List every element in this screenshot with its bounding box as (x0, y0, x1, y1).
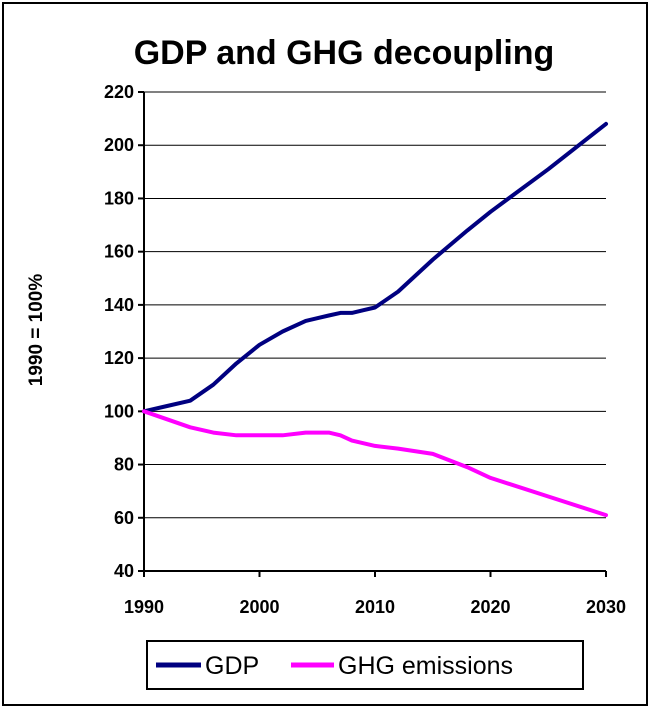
y-axis-ticks: 40 60 80 100 120 140 160 180 200 220 (104, 82, 144, 581)
y-tick-label-140: 140 (104, 295, 134, 315)
legend: GDP GHG emissions (146, 640, 584, 690)
y-tick-label-200: 200 (104, 135, 134, 155)
y-tick-label-40: 40 (114, 561, 134, 581)
x-tick-label-2030: 2030 (586, 597, 626, 617)
y-tick-label-220: 220 (104, 82, 134, 102)
legend-label-ghg-emissions: GHG emissions (338, 652, 513, 680)
chart-title: GDP and GHG decoupling (134, 34, 555, 72)
gridlines (144, 91, 606, 519)
x-tick-label-1990: 1990 (124, 597, 164, 617)
series-lines (142, 121, 608, 518)
legend-box (146, 640, 584, 690)
y-axis-label: 1990 = 100% (26, 274, 47, 387)
x-tick-label-2000: 2000 (239, 597, 279, 617)
y-tick-label-100: 100 (104, 401, 134, 421)
legend-label-gdp: GDP (205, 652, 259, 680)
line-chart: GDP and GHG decoupling 40 60 80 100 120 140 16… (26, 34, 626, 690)
y-tick-label-60: 60 (114, 508, 134, 528)
series-line-ghg-emissions (142, 409, 608, 518)
y-tick-label-180: 180 (104, 188, 134, 208)
y-tick-label-120: 120 (104, 348, 134, 368)
y-tick-label-160: 160 (104, 242, 134, 262)
x-tick-label-2010: 2010 (355, 597, 395, 617)
x-axis-ticks: 1990 2000 2010 2020 2030 (124, 571, 626, 617)
series-line-gdp (142, 121, 608, 414)
x-tick-label-2020: 2020 (470, 597, 510, 617)
y-tick-label-80: 80 (114, 455, 134, 475)
